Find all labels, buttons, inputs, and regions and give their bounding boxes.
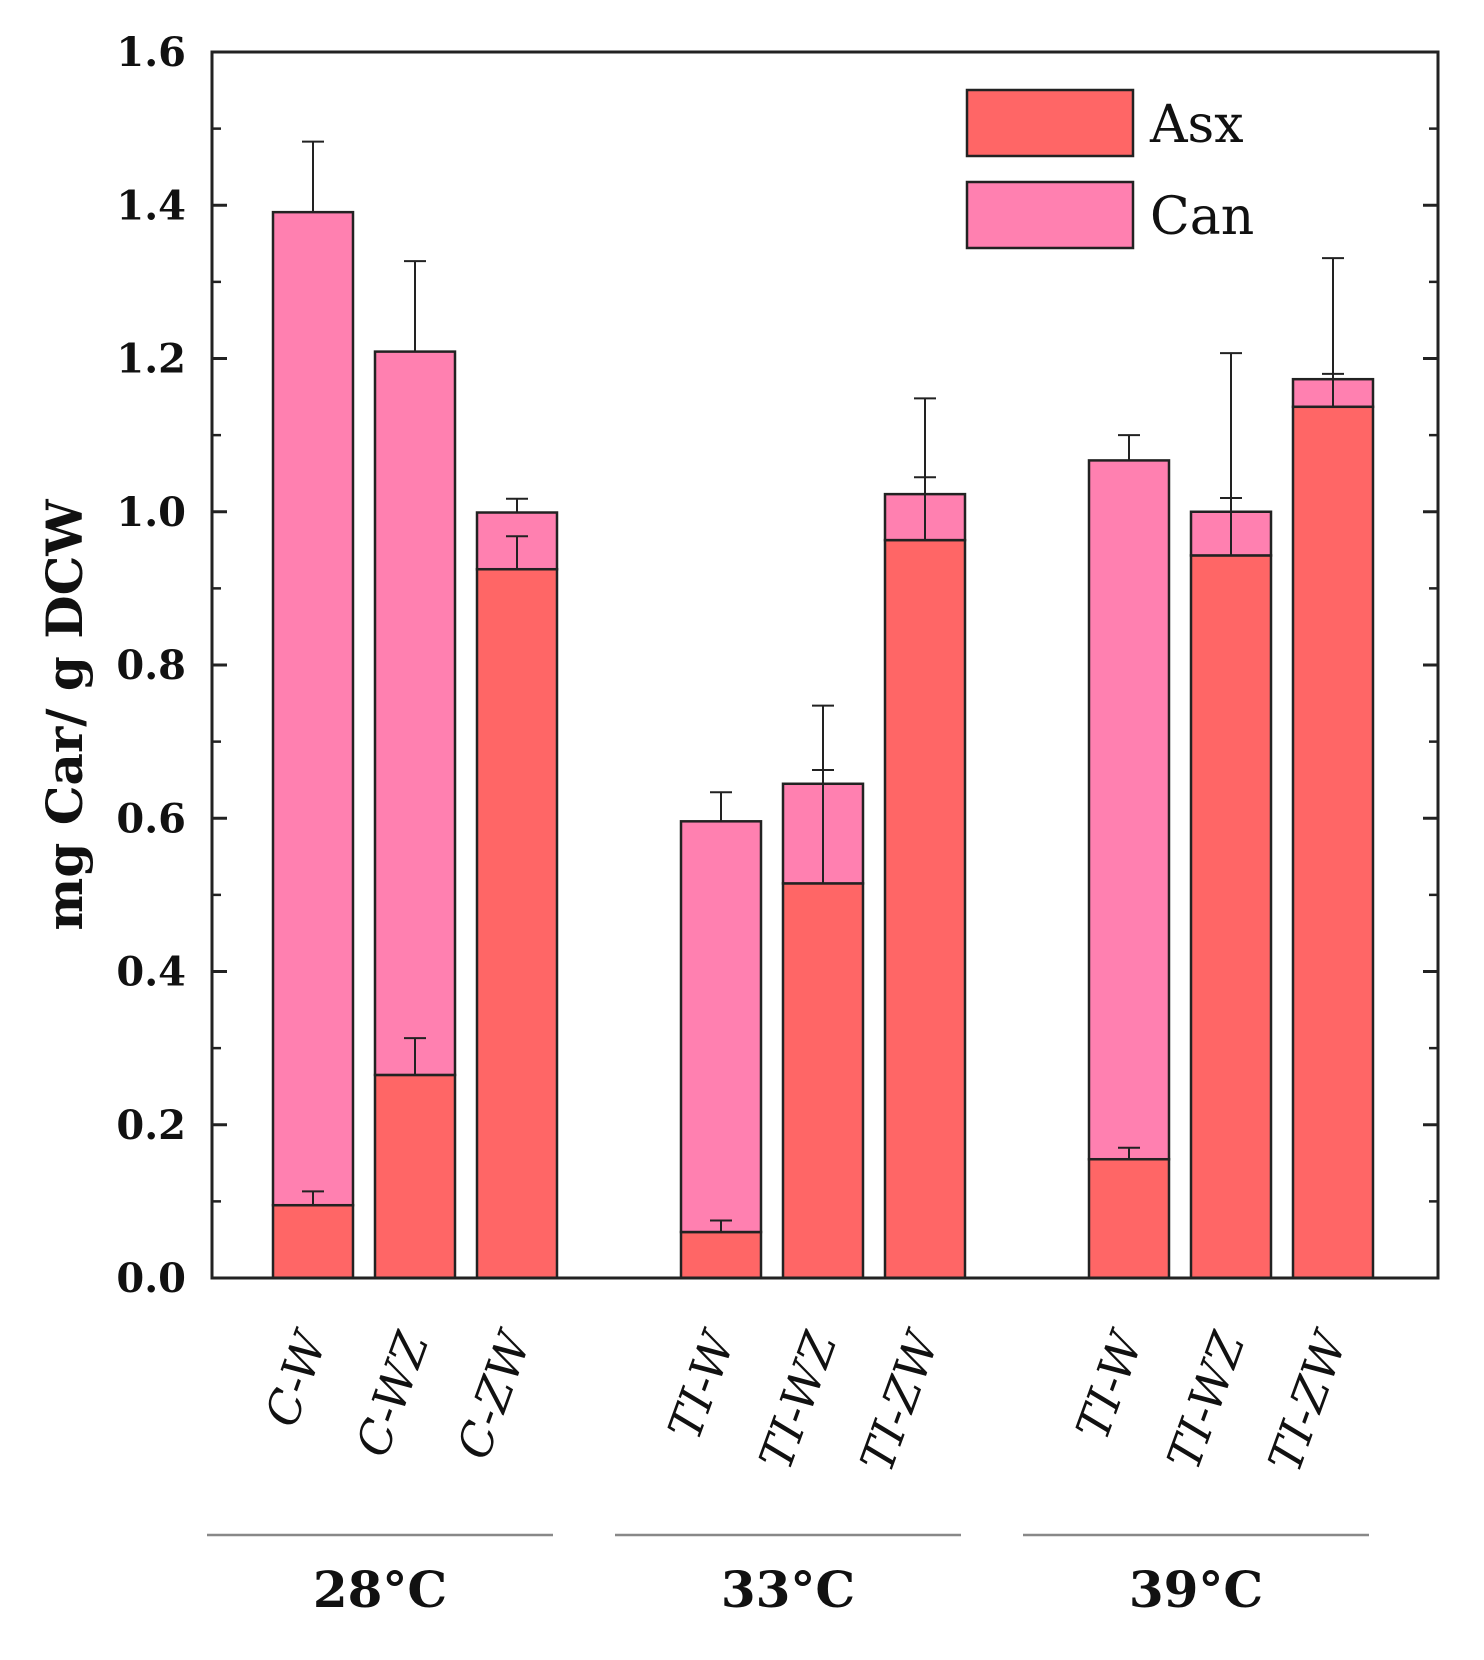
bar-asx-ti-w (1087, 1157, 1171, 1280)
bar-can-ti-w (679, 820, 763, 1234)
bar-can-c-w (271, 210, 355, 1207)
bar-asx-ti-zw (1291, 405, 1375, 1280)
bar-can-c-wz (373, 350, 457, 1077)
ticks-layer (212, 50, 1438, 1280)
y-tick-label: 0.6 (116, 795, 186, 842)
y-tick-label: 1.0 (116, 489, 186, 536)
error-bars-layer (302, 140, 1344, 1233)
x-category-label: TI-W (657, 1322, 746, 1447)
legend-swatch-can (965, 180, 1135, 250)
x-category-label: TI-ZW (1257, 1322, 1358, 1479)
y-tick-label: 1.2 (116, 336, 186, 383)
group-labels: 28°C 33°C 39°C (207, 1533, 1369, 1619)
group-label: 33°C (721, 1560, 855, 1619)
bar-asx-c-w (271, 1203, 355, 1280)
bar-asx-ti-zw (883, 538, 967, 1280)
y-tick-label: 0.0 (116, 1255, 186, 1302)
x-category-label: TI-ZW (849, 1322, 950, 1479)
x-category-label: C-WZ (345, 1324, 440, 1463)
legend-label-can: Can (1150, 187, 1254, 247)
y-axis-title: mg Car/ g DCW (35, 499, 94, 931)
y-tick-labels: 0.0 0.2 0.4 0.6 0.8 1.0 1.2 1.4 1.6 (116, 29, 186, 1302)
legend-swatch-asx (965, 88, 1135, 158)
bar-asx-ti-wz (781, 882, 865, 1280)
x-category-label: C-ZW (446, 1322, 542, 1466)
y-tick-label: 0.2 (116, 1102, 186, 1149)
x-category-label: TI-WZ (1156, 1324, 1255, 1476)
group-label: 39°C (1129, 1560, 1263, 1619)
bar-asx-ti-w (679, 1230, 763, 1280)
x-category-label: C-W (254, 1322, 339, 1434)
plot-frame (210, 50, 1440, 1280)
x-category-label: TI-WZ (748, 1324, 847, 1476)
x-category-label: TI-W (1065, 1322, 1154, 1447)
legend-label-asx: Asx (1149, 95, 1244, 155)
y-tick-label: 1.6 (116, 29, 186, 76)
y-tick-label: 1.4 (116, 182, 186, 229)
group-label: 28°C (313, 1560, 447, 1619)
y-tick-label: 0.4 (116, 949, 186, 996)
bar-asx-c-zw (475, 567, 559, 1280)
bar-asx-c-wz (373, 1073, 457, 1280)
x-category-labels: C-W C-WZ C-ZW TI-W TI-WZ TI-ZW TI-W TI-WZ TI-ZW (254, 1322, 1359, 1479)
y-tick-label: 0.8 (116, 642, 186, 689)
bar-can-ti-w (1087, 459, 1171, 1161)
bar-asx-ti-wz (1189, 554, 1273, 1280)
legend: Asx Can (965, 88, 1254, 250)
